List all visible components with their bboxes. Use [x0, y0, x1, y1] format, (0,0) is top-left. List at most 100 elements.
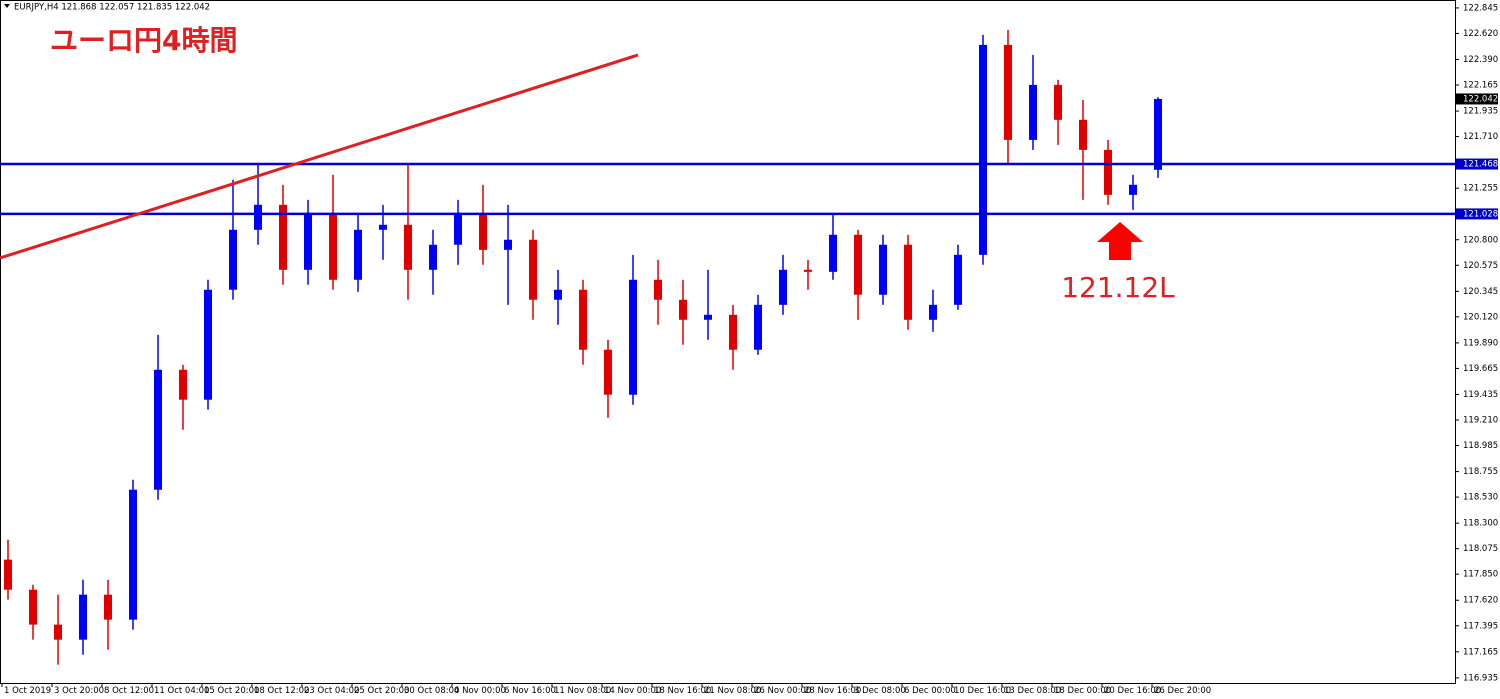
candle-body	[454, 214, 462, 245]
x-tick-label: 8 Oct 12:00	[104, 686, 154, 696]
x-tick-label: 6 Dec 00:00	[904, 686, 956, 696]
candle-body	[679, 299, 687, 320]
price-label: 121.028	[1463, 209, 1498, 219]
y-tick-label: 121.935	[1463, 107, 1498, 117]
candle-body	[29, 589, 37, 625]
x-tick-label: 18 Oct 12:00	[254, 686, 309, 696]
y-tick-label: 118.755	[1463, 467, 1498, 477]
candle-body	[254, 204, 262, 230]
chart-title: ユーロ円4時間	[50, 24, 237, 57]
candle-body	[629, 279, 637, 395]
price-label-box	[1456, 208, 1498, 220]
candle-body	[179, 369, 187, 400]
candle-body	[929, 304, 937, 320]
y-tick-label: 120.800	[1463, 235, 1498, 245]
x-tick-label: 30 Oct 08:00	[404, 686, 459, 696]
candle-body	[979, 44, 987, 255]
y-tick-label: 120.345	[1463, 287, 1498, 297]
y-tick-label: 117.850	[1463, 570, 1498, 580]
y-tick-label: 118.985	[1463, 441, 1498, 451]
y-tick-label: 122.620	[1463, 29, 1498, 39]
x-tick-label: 18 Dec 00:00	[1054, 686, 1111, 696]
candle-body	[879, 244, 887, 295]
x-tick-label: 20 Dec 16:00	[1104, 686, 1161, 696]
x-tick-label: 10 Dec 16:00	[954, 686, 1011, 696]
candle-body	[604, 349, 612, 395]
y-tick-label: 120.120	[1463, 312, 1498, 322]
y-tick-label: 118.075	[1463, 544, 1498, 554]
y-tick-label: 121.710	[1463, 132, 1498, 142]
candle-body	[479, 214, 487, 250]
y-tick-label: 119.210	[1463, 416, 1498, 426]
y-tick-label: 117.395	[1463, 621, 1498, 631]
candle-body	[554, 289, 562, 300]
y-tick-label: 120.575	[1463, 261, 1498, 271]
y-tick-label: 119.665	[1463, 364, 1498, 374]
candle-body	[804, 269, 812, 272]
candle-body	[704, 314, 712, 320]
x-tick-label: 23 Oct 04:00	[304, 686, 359, 696]
y-tick-label: 122.845	[1463, 3, 1498, 13]
candle-body	[1004, 44, 1012, 140]
header-icon	[4, 4, 10, 8]
candle-body	[529, 239, 537, 300]
candle-body	[129, 489, 137, 620]
arrow	[1097, 222, 1143, 260]
candle-body	[654, 279, 662, 300]
candle-body	[1054, 84, 1062, 120]
y-tick-label: 118.530	[1463, 493, 1498, 503]
y-tick-label: 116.935	[1463, 673, 1498, 683]
candle-body	[754, 304, 762, 350]
candle-body	[579, 289, 587, 350]
candle-body	[304, 214, 312, 270]
candle-body	[954, 254, 962, 305]
candle-body	[154, 369, 162, 490]
x-tick-label: 11 Oct 04:00	[154, 686, 209, 696]
x-tick-label: 26 Nov 00:00	[754, 686, 811, 696]
candle-body	[404, 224, 412, 270]
plot-frame	[0, 0, 1456, 684]
candle-body	[229, 229, 237, 290]
y-tick-label: 119.890	[1463, 338, 1498, 348]
x-tick-label: 3 Oct 20:00	[54, 686, 104, 696]
candle-body	[1029, 84, 1037, 140]
y-tick-label: 121.255	[1463, 184, 1498, 194]
x-tick-label: 3 Dec 08:00	[854, 686, 906, 696]
x-tick-label: 13 Dec 08:00	[1004, 686, 1061, 696]
y-tick-label: 117.620	[1463, 596, 1498, 606]
candle-body	[1079, 119, 1087, 150]
candle-body	[429, 244, 437, 270]
candle-body	[279, 204, 287, 270]
candle-body	[4, 559, 12, 590]
y-tick-label: 117.165	[1463, 647, 1498, 657]
candle-body	[379, 224, 387, 230]
x-tick-label: 21 Nov 08:00	[704, 686, 761, 696]
x-tick-label: 6 Nov 16:00	[504, 686, 556, 696]
x-tick-label: 18 Nov 16:00	[654, 686, 711, 696]
x-tick-label: 15 Oct 20:00	[204, 686, 259, 696]
x-tick-label: 4 Nov 00:00	[454, 686, 506, 696]
candle-body	[829, 234, 837, 272]
annotation: 121.12L	[1061, 271, 1175, 304]
y-tick-label: 118.300	[1463, 519, 1498, 529]
x-tick-label: 11 Nov 08:00	[554, 686, 611, 696]
candle-body	[204, 289, 212, 400]
y-tick-label: 122.165	[1463, 81, 1498, 91]
candle-body	[1154, 98, 1162, 170]
candle-body	[1104, 149, 1112, 195]
candle-body	[79, 594, 87, 640]
price-label-box	[1456, 158, 1498, 170]
x-tick-label: 28 Nov 16:00	[804, 686, 861, 696]
trend-line	[0, 53, 639, 260]
candle-body	[854, 234, 862, 295]
candle-body	[54, 624, 62, 640]
x-tick-label: 26 Dec 20:00	[1154, 686, 1211, 696]
y-tick-label: 119.435	[1463, 390, 1498, 400]
candle-body	[104, 594, 112, 620]
header: EURJPY,H4 121.868 122.057 121.835 122.04…	[14, 3, 210, 13]
price-label: 121.468	[1463, 160, 1498, 170]
x-tick-label: 25 Oct 20:00	[354, 686, 409, 696]
last-price-label: 122.042	[1463, 94, 1498, 104]
